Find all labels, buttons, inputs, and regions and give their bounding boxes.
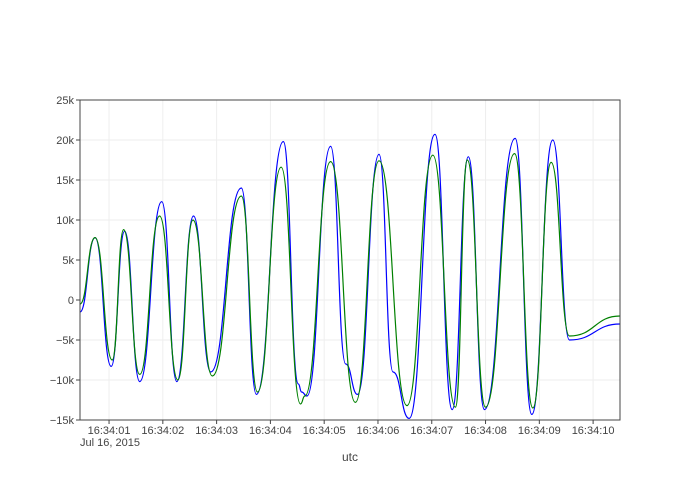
x-axis-ticks: 16:34:01 16:34:02 16:34:03 16:34:04 16:34:05… (88, 420, 615, 437)
x-tick-label: 16:34:07 (410, 425, 453, 437)
y-tick-label: 10k (56, 215, 74, 227)
y-axis-ticks: 25k 20k 15k 10k 5k 0 −5k −10k −15k (50, 95, 80, 427)
x-tick-label: 16:34:06 (357, 425, 400, 437)
x-tick-label: 16:34:10 (572, 425, 615, 437)
x-tick-label: 16:34:02 (141, 425, 184, 437)
x-axis-date-label: Jul 16, 2015 (80, 437, 140, 449)
y-tick-label: 20k (56, 135, 74, 147)
y-tick-label: 0 (68, 295, 74, 307)
x-tick-label: 16:34:03 (195, 425, 238, 437)
x-tick-label: 16:34:08 (464, 425, 507, 437)
y-tick-label: 25k (56, 95, 74, 107)
y-tick-label: 15k (56, 175, 74, 187)
y-tick-label: −10k (50, 375, 75, 387)
series-line-2 (80, 152, 620, 409)
series-lines (80, 133, 620, 420)
x-tick-label: 16:34:01 (88, 425, 131, 437)
y-tick-label: −15k (50, 415, 75, 427)
series-line-1 (80, 133, 620, 420)
x-axis-title: utc (342, 450, 358, 464)
x-tick-label: 16:34:04 (249, 425, 292, 437)
x-tick-label: 16:34:05 (303, 425, 346, 437)
y-tick-label: 5k (62, 255, 74, 267)
x-tick-label: 16:34:09 (518, 425, 561, 437)
y-tick-label: −5k (56, 335, 75, 347)
